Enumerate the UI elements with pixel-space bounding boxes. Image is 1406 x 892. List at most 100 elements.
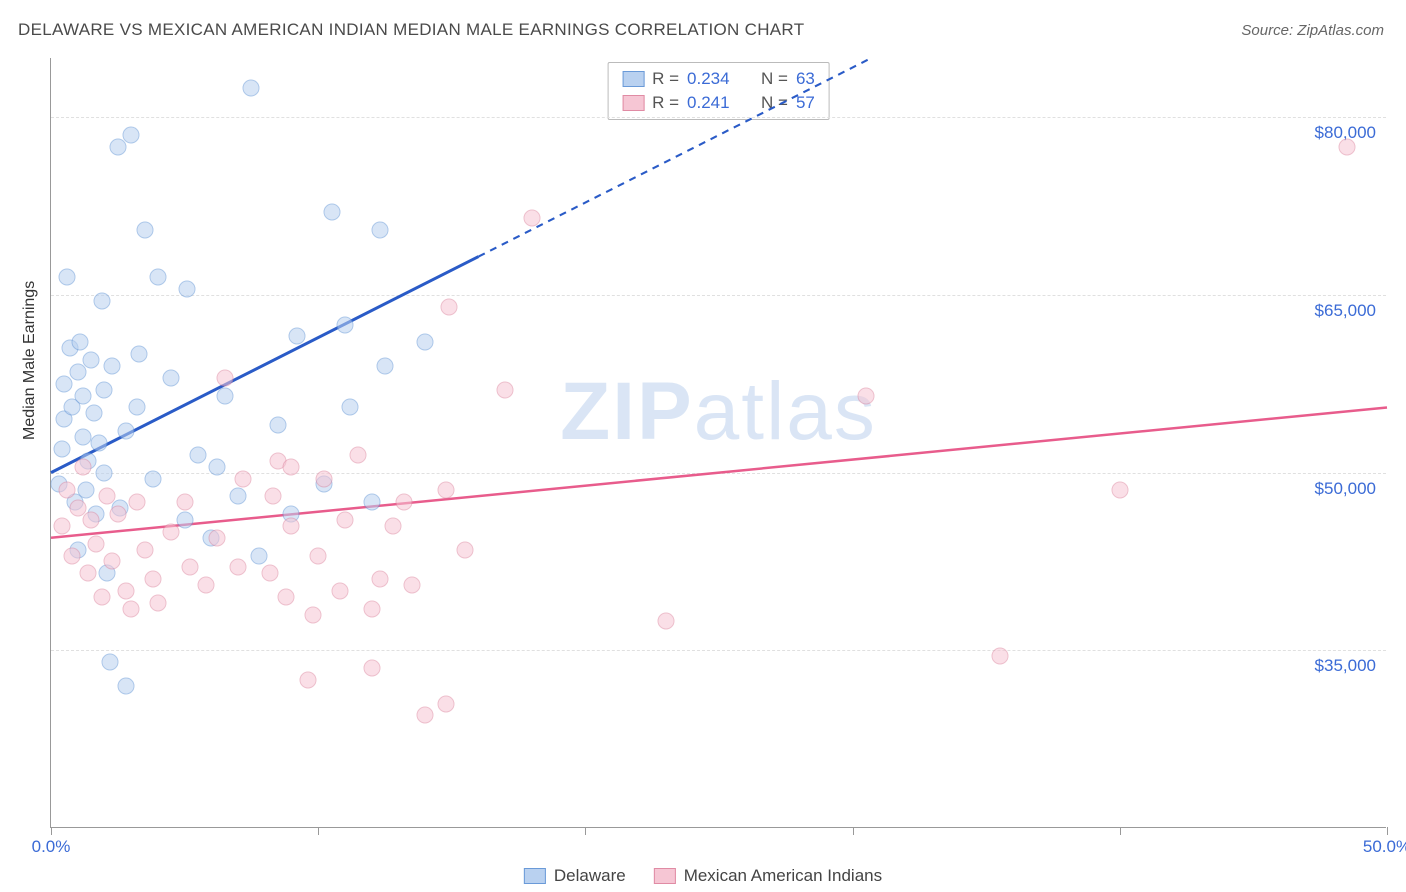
plot-area: ZIPatlas R = 0.234 N = 63 R = 0.241 N = … [50,58,1386,828]
data-point [283,517,300,534]
data-point [197,577,214,594]
data-point [857,387,874,404]
data-point [385,517,402,534]
data-point [179,281,196,298]
data-point [264,488,281,505]
data-point [96,381,113,398]
data-point [64,547,81,564]
data-point [270,417,287,434]
data-point [93,589,110,606]
data-point [377,358,394,375]
trend-svg [51,58,1387,828]
data-point [59,269,76,286]
data-point [216,387,233,404]
data-point [83,352,100,369]
data-point [128,399,145,416]
data-point [59,482,76,499]
data-point [315,470,332,487]
data-point [117,583,134,600]
data-point [91,435,108,452]
data-point [371,571,388,588]
data-point [136,221,153,238]
data-point [56,375,73,392]
legend-item-2: Mexican American Indians [654,866,882,886]
data-point [283,458,300,475]
data-point [208,458,225,475]
data-point [53,517,70,534]
x-tick [51,827,52,835]
data-point [77,482,94,499]
data-point [136,541,153,558]
data-point [189,446,206,463]
data-point [176,512,193,529]
data-point [371,221,388,238]
data-point [363,660,380,677]
source-attribution: Source: ZipAtlas.com [1241,22,1384,39]
data-point [457,541,474,558]
data-point [523,209,540,226]
data-point [75,387,92,404]
x-tick [853,827,854,835]
data-point [230,488,247,505]
data-point [441,298,458,315]
data-point [109,506,126,523]
data-point [417,707,434,724]
swatch-series-1 [524,868,546,884]
data-point [83,512,100,529]
data-point [216,369,233,386]
chart-container: DELAWARE VS MEXICAN AMERICAN INDIAN MEDI… [0,0,1406,892]
data-point [278,589,295,606]
data-point [208,529,225,546]
data-point [251,547,268,564]
data-point [117,423,134,440]
swatch-series-2 [654,868,676,884]
data-point [395,494,412,511]
data-point [331,583,348,600]
data-point [417,334,434,351]
x-tick [1120,827,1121,835]
trend-line-solid [51,407,1387,537]
data-point [80,565,97,582]
data-point [85,405,102,422]
series-1-name: Delaware [554,866,626,886]
data-point [262,565,279,582]
data-point [438,482,455,499]
x-tick [318,827,319,835]
data-point [117,677,134,694]
data-point [336,316,353,333]
data-point [403,577,420,594]
x-tick [1387,827,1388,835]
data-point [176,494,193,511]
legend-series-names: Delaware Mexican American Indians [524,866,882,886]
data-point [288,328,305,345]
data-point [72,334,89,351]
data-point [323,204,340,221]
data-point [310,547,327,564]
data-point [93,292,110,309]
data-point [96,464,113,481]
data-point [75,429,92,446]
data-point [336,512,353,529]
y-axis-title: Median Male Earnings [21,281,39,440]
data-point [163,369,180,386]
data-point [497,381,514,398]
data-point [149,594,166,611]
trend-line-dashed [479,58,872,257]
data-point [304,606,321,623]
data-point [75,458,92,475]
data-point [235,470,252,487]
data-point [230,559,247,576]
data-point [657,612,674,629]
data-point [123,127,140,144]
data-point [53,440,70,457]
data-point [144,470,161,487]
data-point [69,363,86,380]
data-point [99,488,116,505]
data-point [144,571,161,588]
data-point [101,654,118,671]
data-point [299,671,316,688]
data-point [128,494,145,511]
data-point [991,648,1008,665]
data-point [149,269,166,286]
data-point [363,494,380,511]
